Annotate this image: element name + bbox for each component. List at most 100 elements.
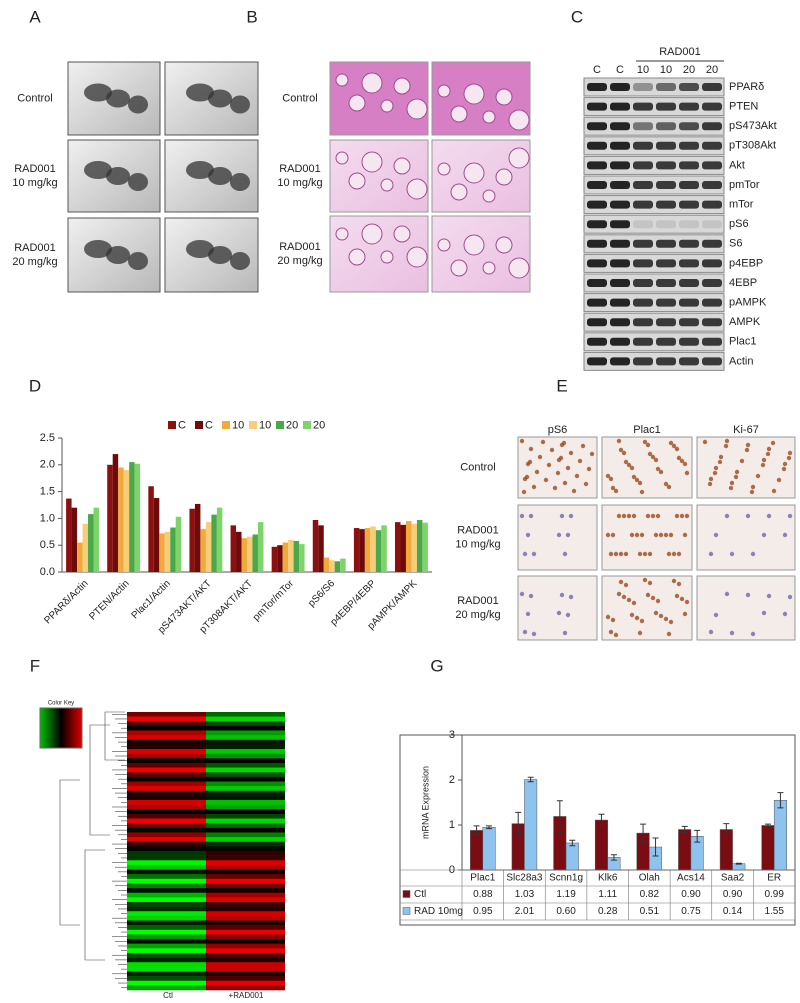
ihc-stain	[528, 446, 534, 452]
ihc-stain	[650, 454, 656, 460]
bar	[252, 534, 258, 572]
blot-label: Plac1	[729, 336, 757, 348]
bar	[88, 514, 94, 572]
data-label: 0.28	[598, 906, 618, 917]
blot-band	[656, 200, 676, 209]
ihc-stain	[744, 447, 750, 453]
blot-band	[633, 318, 653, 327]
blot-label: pS6	[729, 218, 749, 230]
error-bar	[610, 854, 617, 861]
heatmap-cell	[127, 762, 206, 768]
photo-detail	[128, 252, 148, 270]
histology-image	[431, 215, 531, 293]
histology-detail	[335, 151, 349, 165]
ihc-stain	[556, 532, 562, 538]
photo-detail	[208, 246, 232, 264]
blot-strip	[583, 273, 725, 293]
histology-detail	[437, 238, 451, 252]
data-label: 1.03	[515, 889, 535, 900]
ihc-stain	[679, 513, 685, 519]
blot-label: Actin	[729, 355, 753, 367]
heatmap-cell	[127, 966, 206, 972]
ihc-stain	[642, 551, 648, 557]
error-bar	[556, 800, 563, 833]
bar	[82, 523, 89, 572]
heatmap-cell	[127, 786, 206, 792]
x-tick-label: Acs14	[677, 873, 705, 884]
ihc-stain	[531, 484, 537, 490]
ihc-stain	[782, 532, 788, 538]
photo-detail	[208, 89, 232, 108]
photo-detail	[106, 246, 130, 264]
ihc-stain	[608, 551, 614, 557]
ihc-stain	[637, 630, 643, 636]
ihc-stain	[568, 450, 574, 456]
column-label: pS6	[548, 424, 568, 436]
blot-band	[656, 337, 676, 346]
heatmap-cell	[127, 749, 206, 754]
bar	[175, 516, 182, 572]
row-label: RAD001	[14, 163, 56, 175]
histology-detail	[393, 77, 411, 95]
ihc-stain	[684, 599, 690, 605]
blot-band	[587, 220, 607, 229]
heatmap-cell	[206, 712, 285, 717]
ihc-stain	[637, 480, 643, 486]
histology-detail	[406, 178, 428, 200]
heatmap-cell	[206, 957, 285, 963]
ihc-image	[696, 504, 796, 571]
heatmap-cell	[206, 985, 285, 991]
bar	[66, 498, 72, 572]
bar	[288, 539, 294, 572]
legend-swatch	[276, 421, 284, 429]
histology-detail	[361, 151, 383, 173]
histology-detail	[495, 88, 513, 106]
ihc-stain	[634, 532, 640, 538]
blot-band	[633, 239, 653, 248]
row-label: Control	[17, 92, 52, 104]
heatmap-cell	[206, 851, 285, 856]
blot-band	[610, 83, 630, 91]
ihc-stain	[728, 485, 734, 491]
ihc-stain	[571, 488, 577, 494]
heatmap-cell	[127, 767, 206, 773]
blot-strip	[583, 253, 725, 273]
histology-detail	[495, 236, 513, 254]
blot-band	[610, 357, 630, 366]
blot-label: AMPK	[729, 316, 761, 328]
heatmap-cell	[127, 929, 206, 935]
bar	[148, 486, 154, 572]
blot-band	[679, 279, 699, 287]
histology-detail	[482, 261, 496, 275]
heatmap-cell	[206, 809, 285, 815]
ihc-stain	[589, 451, 595, 457]
heatmap-cell	[206, 716, 285, 722]
heatmap-cell	[206, 772, 285, 778]
blot-band	[679, 220, 699, 229]
ihc-stain	[616, 438, 622, 444]
ihc-stain	[782, 611, 788, 617]
heatmap-cell	[127, 906, 206, 912]
blot-band	[679, 122, 699, 131]
histology-detail	[348, 248, 366, 266]
ihc-stain	[559, 513, 565, 519]
blot-band	[610, 318, 630, 327]
blot-strip	[583, 136, 725, 156]
heatmap-cell	[127, 948, 206, 954]
bar	[359, 529, 365, 572]
blot-band	[610, 220, 630, 229]
column-label: +RAD001	[229, 991, 264, 1000]
heatmap-cell	[127, 846, 206, 852]
legend-label: 10	[259, 419, 271, 431]
legend-label: Ctl	[414, 889, 426, 900]
legend-label: 20	[286, 419, 298, 431]
ihc-stain	[655, 598, 661, 604]
blot-strip	[583, 332, 725, 352]
data-label: 0.88	[473, 889, 493, 900]
bar	[293, 540, 300, 572]
heatmap-cell	[127, 892, 206, 898]
ihc-stain	[674, 593, 680, 599]
heatmap-cell	[206, 721, 285, 727]
ihc-stain	[527, 459, 533, 465]
